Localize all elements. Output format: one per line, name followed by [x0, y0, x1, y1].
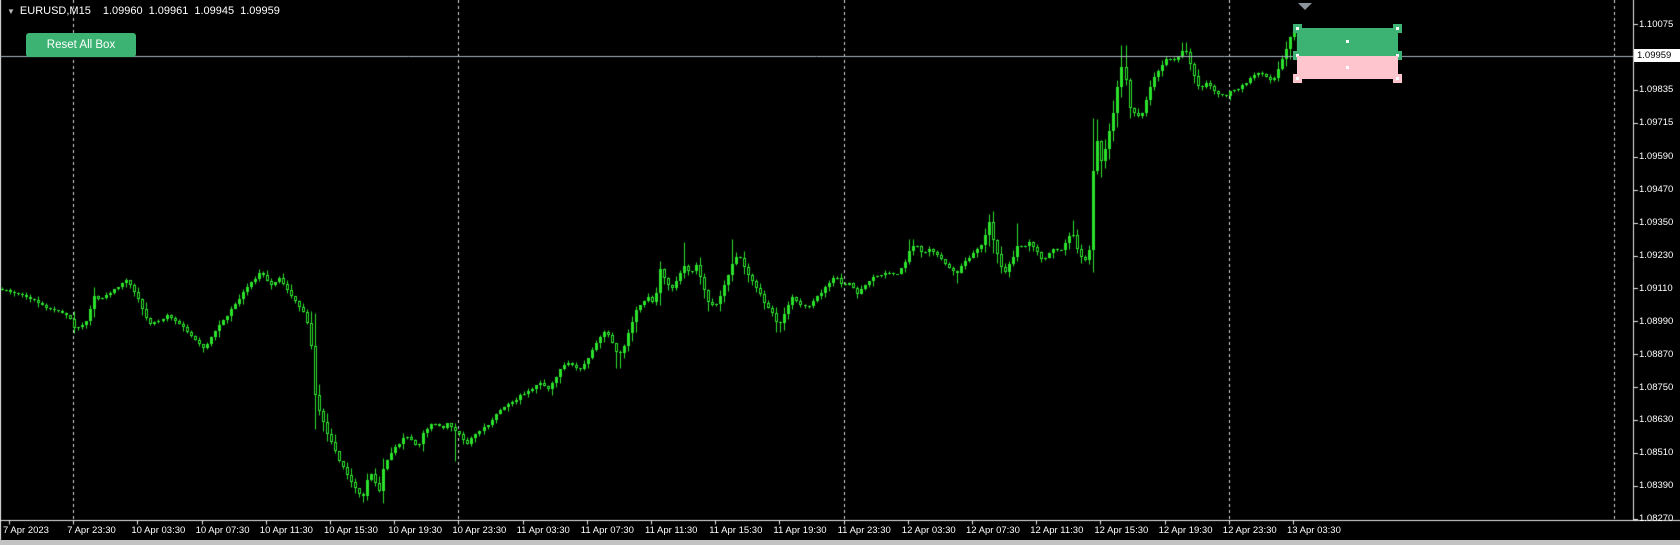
price-tick-label: 1.08750: [1639, 381, 1674, 393]
price-tick-label: 1.08390: [1639, 480, 1674, 492]
ohlc-close-value: 1.09959: [240, 5, 280, 17]
time-tick-label: 11 Apr 07:30: [580, 525, 634, 536]
window-resize-strip: [0, 540, 1680, 545]
time-tick-label: 12 Apr 23:30: [1222, 525, 1277, 536]
symbol-timeframe-title: EURUSD,M15: [19, 5, 91, 17]
sell-zone-box[interactable]: [1293, 55, 1402, 84]
time-tick-label: 7 Apr 23:30: [67, 525, 116, 536]
time-tick-label: 11 Apr 03:30: [516, 525, 570, 536]
price-tick-label: 1.08630: [1639, 414, 1674, 426]
time-tick-label: 11 Apr 11:30: [645, 525, 698, 536]
price-tick-label: 1.09470: [1639, 184, 1674, 196]
symbol-dropdown-icon[interactable]: ▼: [7, 6, 15, 16]
price-tick-label: 1.10075: [1639, 18, 1674, 30]
price-tick-label: 1.08990: [1639, 315, 1674, 327]
time-tick-label: 10 Apr 23:30: [452, 525, 507, 536]
price-tick-label: 1.08870: [1639, 348, 1674, 360]
buy-box-handle-bottom-left[interactable]: [1293, 50, 1302, 60]
time-tick-label: 13 Apr 03:30: [1287, 525, 1341, 536]
ohlc-high-value: 1.09961: [148, 5, 189, 17]
time-tick-label: 12 Apr 11:30: [1030, 525, 1084, 536]
time-tick-label: 11 Apr 15:30: [709, 525, 763, 536]
symbol-ohlc-header: ▼ EURUSD,M15 1.09960 1.09961 1.09945 1.0…: [7, 5, 286, 17]
buy-box-center-dot: [1346, 40, 1349, 44]
price-tick-label: 1.09350: [1639, 217, 1674, 229]
reset-all-box-button[interactable]: Reset All Box: [26, 33, 136, 57]
time-tick-label: 11 Apr 19:30: [773, 525, 827, 536]
time-tick-label: 11 Apr 23:30: [837, 525, 891, 536]
time-tick-label: 12 Apr 03:30: [901, 525, 956, 536]
time-tick-label: 10 Apr 19:30: [388, 525, 443, 536]
price-tick-label: 1.09110: [1639, 282, 1673, 294]
time-tick-label: 10 Apr 03:30: [131, 525, 186, 536]
time-tick-label: 12 Apr 15:30: [1094, 525, 1149, 536]
buy-zone-box[interactable]: [1293, 23, 1402, 60]
sell-box-handle-bottom-right[interactable]: [1393, 74, 1402, 84]
time-tick-label: 10 Apr 15:30: [324, 525, 378, 536]
time-tick-label: 12 Apr 07:30: [966, 525, 1020, 536]
price-tick-label: 1.09715: [1639, 117, 1674, 129]
ohlc-open-value: 1.09960: [102, 5, 143, 17]
time-tick-label: 7 Apr 2023: [3, 525, 49, 536]
sell-box-handle-bottom-left[interactable]: [1293, 74, 1302, 84]
buy-box-handle-top-right[interactable]: [1393, 23, 1402, 33]
price-tick-label: 1.09230: [1639, 250, 1674, 262]
current-price-tag: 1.09959: [1634, 49, 1680, 63]
sell-box-center-dot: [1346, 66, 1349, 70]
price-tick-label: 1.09590: [1639, 151, 1674, 163]
ohlc-low-value: 1.09945: [194, 5, 235, 17]
price-tick-label: 1.08510: [1639, 447, 1674, 459]
time-tick-label: 10 Apr 11:30: [259, 525, 313, 536]
buy-box-handle-top-left[interactable]: [1293, 23, 1302, 33]
buy-box-handle-bottom-right[interactable]: [1393, 50, 1402, 60]
price-tick-label: 1.09835: [1639, 84, 1674, 96]
price-tick-label: 1.08270: [1639, 513, 1674, 525]
chart-shift-marker-icon[interactable]: [1298, 3, 1312, 10]
time-tick-label: 12 Apr 19:30: [1158, 525, 1213, 536]
time-tick-label: 10 Apr 07:30: [195, 525, 250, 536]
